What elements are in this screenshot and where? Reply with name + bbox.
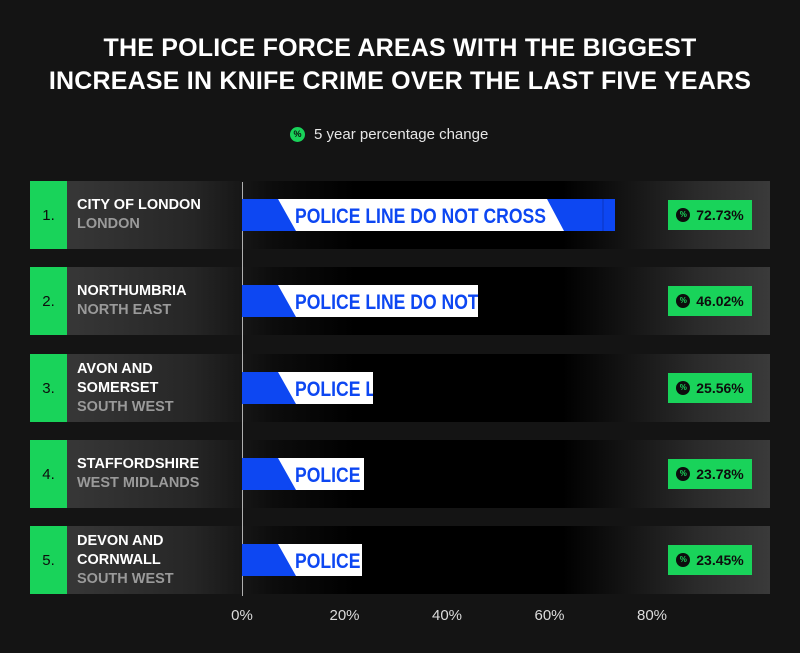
percent-icon: % — [290, 126, 305, 142]
chart-row: 4. STAFFORDSHIRE WEST MIDLANDS% 23.78% — [30, 440, 770, 508]
x-tick-label: 20% — [329, 607, 360, 624]
rank-label: 4. — [30, 440, 67, 508]
percent-icon: % — [676, 294, 691, 308]
value-badge: % 25.56% — [668, 373, 752, 403]
row-labels: STAFFORDSHIRE WEST MIDLANDS — [77, 440, 227, 508]
bar: POLICE LINE DO NOT CROSS — [242, 199, 615, 231]
legend-label: 5 year percentage change — [314, 125, 489, 143]
bar: POLICE LINE DO NOT CROSS — [242, 544, 362, 576]
police-tape: POLICE LINE DO NOT CROSS — [242, 285, 478, 317]
area-name: STAFFORDSHIRE — [77, 456, 200, 472]
value-label: 72.73% — [696, 207, 744, 223]
x-tick-label: 60% — [534, 607, 565, 624]
x-tick-label: 40% — [431, 607, 463, 624]
chart-row: 2. NORTHUMBRIA NORTH EAST% 46.02% — [30, 267, 770, 335]
value-label: 23.45% — [696, 552, 744, 568]
value-badge: % 72.73% — [668, 200, 752, 230]
police-tape: POLICE LINE DO NOT CROSS — [242, 544, 362, 576]
bar: POLICE LINE DO NOT CROSS — [242, 458, 364, 490]
tape-stripe-left — [242, 285, 296, 317]
tape-stripe-left — [242, 544, 296, 576]
police-tape: POLICE LINE DO NOT CROSS — [242, 372, 373, 404]
rank-label: 1. — [30, 181, 67, 249]
rank-label: 5. — [30, 526, 67, 594]
police-tape: POLICE LINE DO NOT CROSS — [242, 458, 364, 490]
value-badge: % 23.78% — [668, 459, 752, 489]
chart-title: THE POLICE FORCE AREAS WITH THE BIGGEST … — [0, 32, 800, 98]
x-tick-label: 80% — [636, 607, 668, 624]
rank-label: 3. — [30, 354, 67, 422]
chart-title-line-2: INCREASE IN KNIFE CRIME OVER THE LAST FI… — [48, 67, 752, 95]
police-tape: POLICE LINE DO NOT CROSS — [242, 199, 615, 231]
legend: % 5 year percentage change — [290, 124, 488, 144]
tape-stripe-left — [242, 458, 296, 490]
tape-stripe-right — [547, 199, 615, 231]
tape-text: POLICE LINE DO NOT CROSS — [295, 291, 478, 314]
row-labels: DEVON AND CORNWALL SOUTH WEST — [77, 526, 227, 594]
value-label: 23.78% — [696, 466, 744, 482]
area-name: DEVON AND CORNWALL — [77, 532, 164, 568]
value-label: 25.56% — [696, 380, 744, 396]
chart-row: 3. AVON AND SOMERSET SOUTH WEST% 25.56% — [30, 354, 770, 422]
area-name: CITY OF LONDON — [77, 197, 201, 213]
row-labels: NORTHUMBRIA NORTH EAST — [77, 267, 227, 335]
bar: POLICE LINE DO NOT CROSS — [242, 372, 373, 404]
area-name: AVON AND SOMERSET — [77, 360, 159, 396]
chart-title-line-1: THE POLICE FORCE AREAS WITH THE BIGGEST — [103, 34, 697, 62]
tape-text: POLICE LINE DO NOT CROSS — [295, 378, 373, 401]
tape-text: POLICE LINE DO NOT CROSS — [295, 464, 364, 487]
row-labels: CITY OF LONDON LONDON — [77, 181, 227, 249]
bar: POLICE LINE DO NOT CROSS — [242, 285, 478, 317]
chart-row: 5. DEVON AND CORNWALL SOUTH WEST% 23.45% — [30, 526, 770, 594]
percent-icon: % — [676, 208, 691, 222]
region-name: SOUTH WEST — [77, 570, 174, 587]
tape-stripe-left — [242, 199, 296, 231]
percent-icon: % — [676, 467, 691, 481]
region-name: LONDON — [77, 216, 140, 232]
region-name: NORTH EAST — [77, 302, 172, 318]
value-badge: % 46.02% — [668, 286, 752, 316]
row-labels: AVON AND SOMERSET SOUTH WEST — [77, 354, 227, 422]
region-name: SOUTH WEST — [77, 398, 174, 415]
value-badge: % 23.45% — [668, 545, 752, 575]
value-label: 46.02% — [696, 293, 744, 309]
tape-stripe-left — [242, 372, 296, 404]
region-name: WEST MIDLANDS — [77, 475, 200, 491]
tape-text: POLICE LINE DO NOT CROSS — [295, 205, 546, 228]
percent-icon: % — [676, 381, 691, 395]
chart-row: 1. CITY OF LONDON LONDON% 72.73% — [30, 181, 770, 249]
area-name: NORTHUMBRIA — [77, 283, 187, 299]
x-tick-label: 0% — [231, 607, 253, 624]
percent-icon: % — [676, 553, 691, 567]
rank-label: 2. — [30, 267, 67, 335]
tape-text: POLICE LINE DO NOT CROSS — [295, 550, 362, 573]
